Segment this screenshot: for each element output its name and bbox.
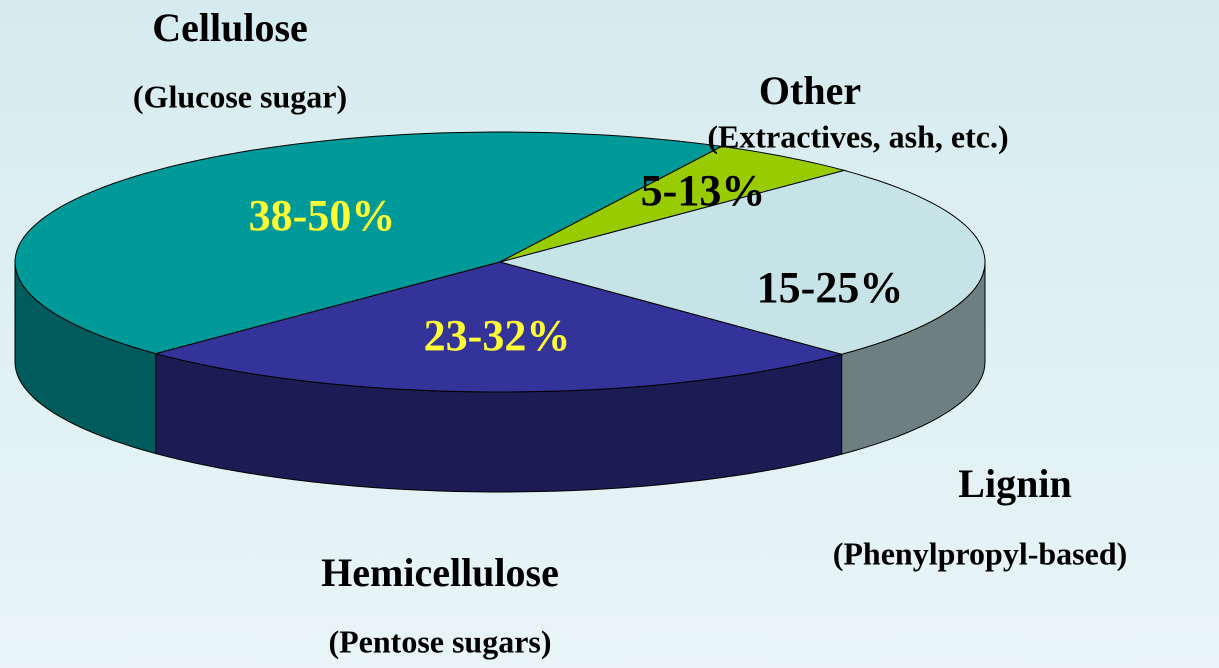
category-label: Cellulose (152, 5, 308, 50)
category-description: (Extractives, ash, etc.) (707, 118, 1008, 154)
category-label: Hemicellulose (321, 550, 559, 595)
slice (14, 131, 724, 355)
slice (153, 261, 844, 393)
value-label: 38-50% (249, 191, 396, 240)
category-label: Other (759, 68, 861, 113)
value-label: 5-13% (641, 166, 766, 215)
value-label: 23-32% (424, 311, 571, 360)
category-description: (Pentose sugars) (328, 623, 551, 659)
category-description: (Glucose sugar) (133, 78, 347, 114)
category-label: Lignin (958, 461, 1071, 506)
value-label: 15-25% (757, 263, 904, 312)
category-description: (Phenylpropyl-based) (833, 535, 1128, 571)
slice (499, 145, 847, 263)
slice (498, 169, 986, 355)
